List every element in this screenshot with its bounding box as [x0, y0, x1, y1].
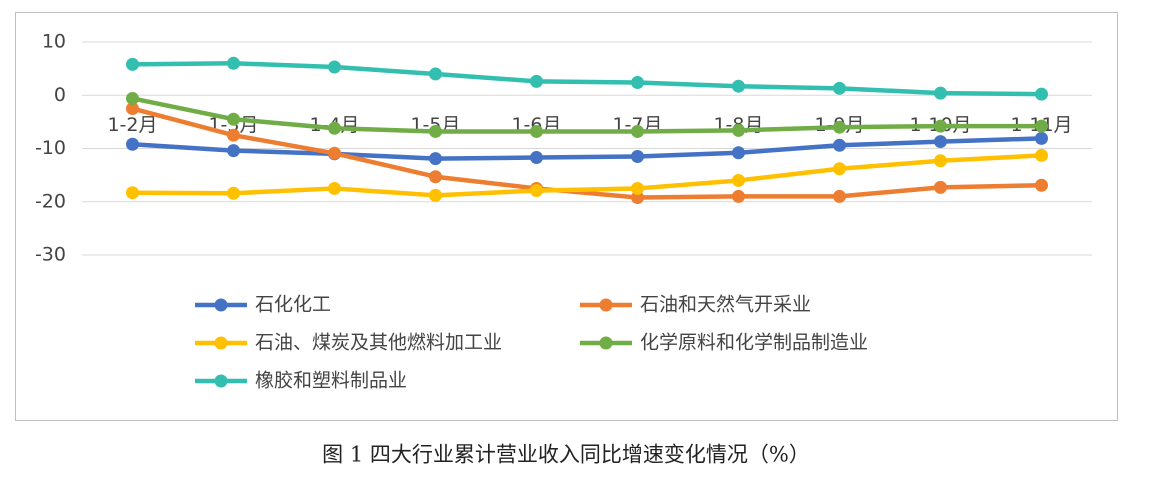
point	[934, 135, 947, 149]
series-line	[131, 106, 1042, 200]
legend-label: 石油和天然气开采业	[640, 294, 811, 316]
point	[328, 121, 341, 135]
point	[227, 186, 240, 200]
point	[1035, 131, 1048, 145]
point	[328, 181, 341, 195]
point	[934, 119, 947, 133]
chart-caption: 图 1 四大行业累计营业收入同比增速变化情况（%）	[322, 443, 810, 467]
legend-marker	[214, 336, 228, 350]
point	[1035, 87, 1048, 101]
point	[631, 124, 644, 138]
point	[934, 180, 947, 194]
y-tick-label: 0	[54, 84, 66, 106]
series-line	[132, 136, 1042, 161]
legend-marker	[599, 336, 613, 350]
point	[631, 75, 644, 89]
point	[631, 149, 644, 163]
legend-marker	[599, 298, 613, 312]
y-tick-label: -10	[35, 137, 66, 159]
legend-label: 化学原料和化学制品制造业	[640, 332, 868, 354]
point	[429, 188, 442, 202]
chart-frame	[15, 12, 1118, 421]
legend-marker	[214, 298, 228, 312]
point	[934, 154, 947, 168]
point	[732, 189, 745, 203]
point	[530, 184, 543, 198]
point	[227, 112, 240, 126]
point	[732, 146, 745, 160]
point	[631, 190, 644, 204]
y-tick-label: 10	[42, 31, 66, 53]
point	[530, 74, 543, 88]
point	[1035, 178, 1048, 192]
point	[429, 152, 442, 166]
point	[833, 120, 846, 134]
point	[126, 91, 139, 105]
point	[227, 144, 240, 158]
point	[227, 56, 240, 70]
legend-marker	[214, 374, 228, 388]
point	[227, 128, 240, 142]
legend-label: 石化化工	[255, 294, 331, 316]
point	[429, 124, 442, 138]
point	[833, 138, 846, 152]
legend-label: 橡胶和塑料制品业	[255, 370, 407, 392]
point	[328, 146, 341, 160]
point	[126, 137, 139, 151]
y-tick-label: -30	[35, 244, 66, 266]
point	[934, 86, 947, 100]
x-tick-label: 1-2月	[107, 114, 157, 136]
point	[1035, 119, 1048, 133]
legend-label: 石油、煤炭及其他燃料加工业	[255, 332, 502, 354]
point	[732, 123, 745, 137]
point	[429, 67, 442, 81]
point	[126, 102, 139, 116]
point	[833, 162, 846, 176]
point	[530, 151, 543, 165]
point	[328, 60, 341, 74]
point	[732, 173, 745, 187]
series-line	[132, 153, 1042, 198]
y-tick-label: -20	[35, 190, 66, 212]
series-line	[132, 96, 1042, 134]
point	[126, 57, 139, 71]
point	[833, 81, 846, 95]
point	[530, 124, 543, 138]
point	[631, 181, 644, 195]
series-line	[132, 61, 1042, 97]
point	[732, 79, 745, 93]
point	[126, 186, 139, 200]
point	[429, 170, 442, 184]
point	[1035, 148, 1048, 162]
point	[833, 189, 846, 203]
